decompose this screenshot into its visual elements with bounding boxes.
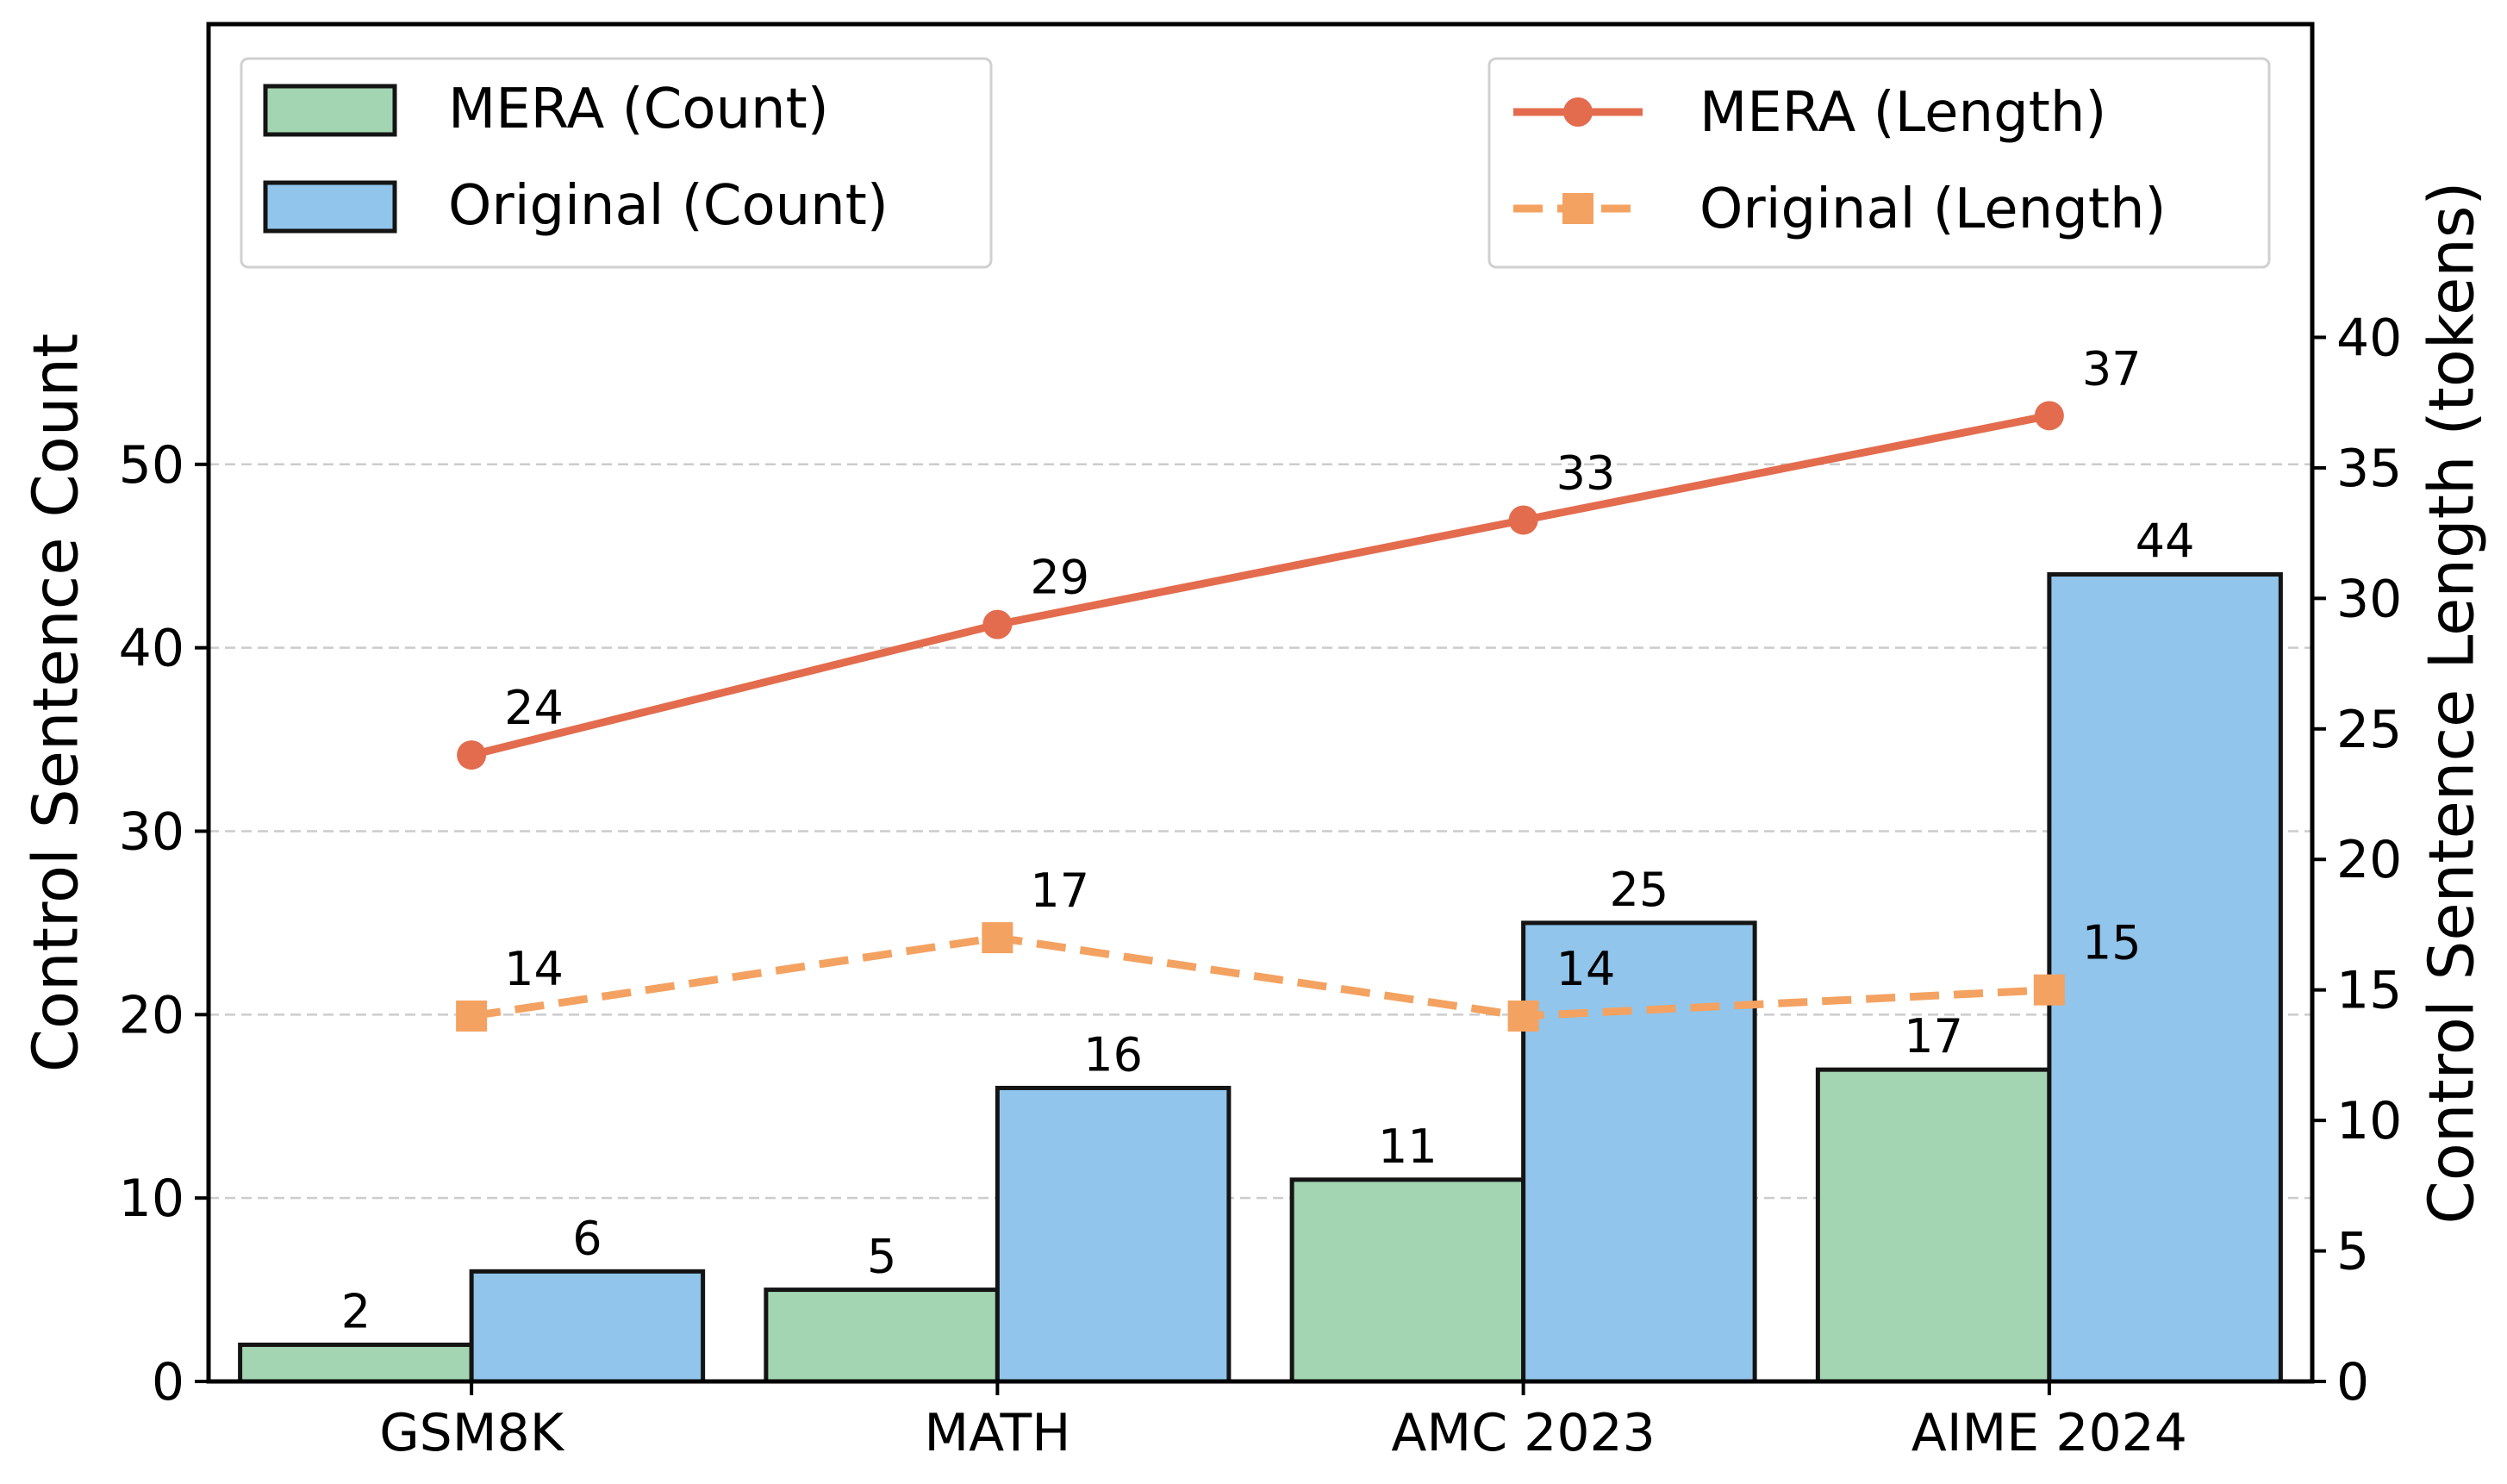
y2-axis-label: Control Sentence Length (tokens) (2416, 182, 2488, 1225)
series-line (471, 933, 2050, 1020)
legend-entry-label: MERA (Count) (448, 78, 829, 141)
bar-value-label: 5 (867, 1230, 896, 1284)
bar (1815, 1067, 2052, 1384)
y2-tick-label: 40 (2336, 308, 2402, 368)
y2-tick-label: 20 (2336, 830, 2402, 890)
y2-tick-label: 5 (2336, 1222, 2369, 1282)
x-tick-label: AMC 2023 (1391, 1403, 1655, 1463)
x-tick-label: GSM8K (379, 1403, 565, 1463)
y2-tick-label: 25 (2336, 700, 2402, 760)
y-tick-label: 20 (119, 985, 184, 1045)
line-value-label: 24 (504, 681, 564, 735)
bar-value-label: 6 (572, 1211, 602, 1265)
line-value-label: 33 (1556, 446, 1616, 500)
legend-swatch (263, 84, 397, 137)
bar (764, 1288, 1000, 1384)
y-tick-label: 10 (119, 1169, 184, 1229)
y-tick-label: 30 (119, 801, 184, 862)
y-tick-label: 0 (152, 1352, 184, 1412)
bar (2047, 572, 2283, 1384)
bar-value-label: 44 (2136, 514, 2195, 569)
legend-entry-label: Original (Length) (1699, 178, 2166, 241)
line-point (982, 609, 1013, 639)
line-point (1508, 505, 1538, 535)
y-tick-label: 40 (119, 619, 184, 679)
bar (469, 1269, 706, 1384)
line-point (456, 1000, 488, 1032)
legend-marker (1562, 193, 1593, 224)
x-tick-label: AIME 2024 (1911, 1403, 2187, 1463)
bar-value-label: 16 (1083, 1027, 1143, 1082)
line-value-label: 15 (2082, 916, 2142, 970)
x-tick-label: MATH (924, 1403, 1070, 1463)
legend-marker (1563, 97, 1593, 127)
y2-tick-label: 0 (2336, 1352, 2369, 1412)
bar (1521, 920, 1757, 1384)
line-point (1507, 1000, 1539, 1032)
legend-swatch (263, 180, 397, 234)
line-point (982, 922, 1013, 954)
legend-frame (240, 57, 993, 269)
line-point (2034, 401, 2064, 431)
legend-entry-label: MERA (Length) (1699, 81, 2106, 145)
legend-length: MERA (Length) Original (Length) (1487, 57, 2271, 269)
bar (1289, 1177, 1526, 1384)
series-line (471, 411, 2050, 759)
line-value-label: 14 (1556, 942, 1616, 996)
y-axis-label: Control Sentence Count (20, 334, 92, 1073)
line-point (457, 740, 487, 770)
bars (238, 572, 2283, 1384)
bar-value-label: 2 (341, 1284, 371, 1338)
line-value-label: 17 (1030, 864, 1089, 918)
bar (238, 1342, 474, 1384)
bar (995, 1085, 1232, 1384)
line-point (2033, 974, 2065, 1006)
y2-tick-label: 35 (2336, 439, 2402, 499)
y2-tick-label: 30 (2336, 569, 2402, 629)
line-value-label: 14 (504, 942, 564, 996)
legend-count: MERA (Count) Original (Count) (240, 57, 993, 269)
y2-tick-label: 10 (2336, 1091, 2402, 1151)
legend-entry-label: Original (Count) (448, 174, 889, 238)
line-value-label: 29 (1030, 551, 1089, 605)
line-value-label: 37 (2082, 341, 2142, 396)
legend-frame (1487, 57, 2271, 269)
bar-value-label: 25 (1610, 863, 1669, 917)
y2-tick-label: 15 (2336, 961, 2402, 1021)
lines (456, 401, 2065, 1032)
plot-frame (206, 22, 2315, 1384)
y-tick-label: 50 (119, 435, 184, 496)
bar-value-label: 17 (1904, 1009, 1963, 1063)
bar-value-label: 11 (1378, 1119, 1437, 1174)
